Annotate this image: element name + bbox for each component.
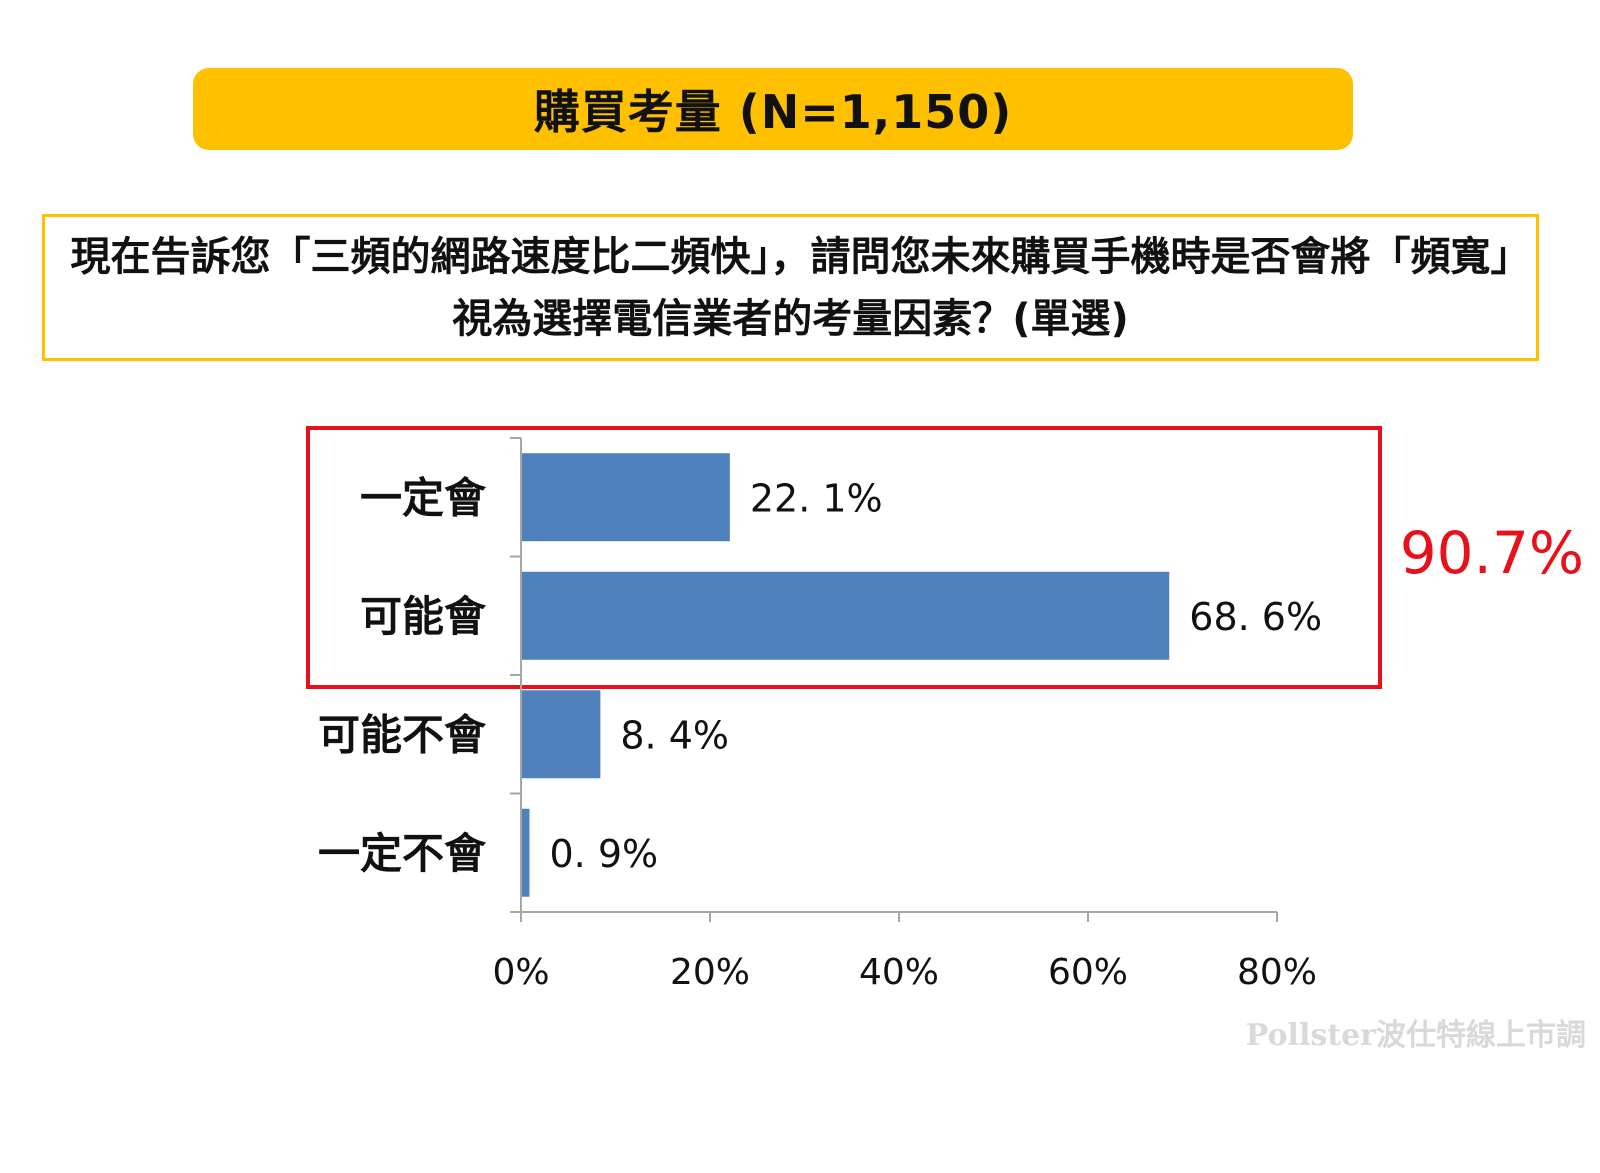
x-tick-label: 80% [1237,952,1317,993]
category-label: 一定會 [360,473,487,522]
x-tick-label: 0% [492,952,549,993]
chart-title: 購買考量 (N=1,150) [533,85,1013,139]
value-label: 68. 6% [1189,595,1322,639]
bar-4 [521,808,530,897]
value-label: 0. 9% [550,832,659,876]
highlight-frame [306,426,1382,689]
question-text: 現在告訴您「三頻的網路速度比二頻快」，請問您未來購買手機時是否會將「頻寬」視為選… [70,233,1511,342]
title-banner: 購買考量 (N=1,150) [193,68,1353,150]
category-label: 可能不會 [318,710,487,759]
value-label: 22. 1% [750,476,883,520]
bar-3 [521,690,601,779]
highlight-total: 90.7% [1400,519,1584,587]
x-tick-label: 20% [670,952,750,993]
x-tick-label: 60% [1048,952,1128,993]
category-label: 可能會 [360,592,487,641]
category-label: 一定不會 [318,829,487,878]
x-tick-label: 40% [859,952,939,993]
bar-1 [521,453,730,542]
question-box: 現在告訴您「三頻的網路速度比二頻快」，請問您未來購買手機時是否會將「頻寬」視為選… [42,214,1539,361]
watermark: Pollster波仕特線上市調 [1245,1018,1586,1053]
value-label: 8. 4% [620,713,729,757]
bar-2 [521,571,1170,660]
